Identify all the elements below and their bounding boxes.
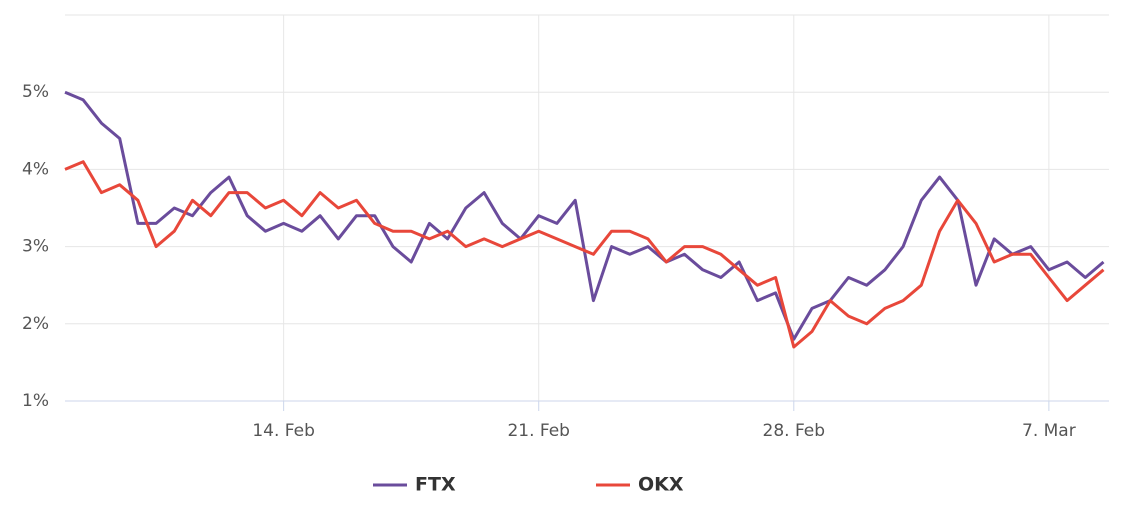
y-tick-label: 4% bbox=[22, 159, 49, 179]
x-tick-label: 14. Feb bbox=[252, 421, 315, 441]
series-line bbox=[64, 160, 1105, 349]
x-tick-label: 7. Mar bbox=[1022, 421, 1076, 441]
y-tick-label: 1% bbox=[22, 391, 49, 411]
x-tick-label: 21. Feb bbox=[507, 421, 570, 441]
legend-label: FTX bbox=[415, 474, 456, 496]
y-tick-label: 5% bbox=[22, 82, 49, 102]
y-tick-label: 3% bbox=[22, 237, 49, 257]
x-tick-label: 28. Feb bbox=[763, 421, 826, 441]
y-tick-label: 2% bbox=[22, 314, 49, 334]
legend-label: OKX bbox=[638, 474, 684, 496]
